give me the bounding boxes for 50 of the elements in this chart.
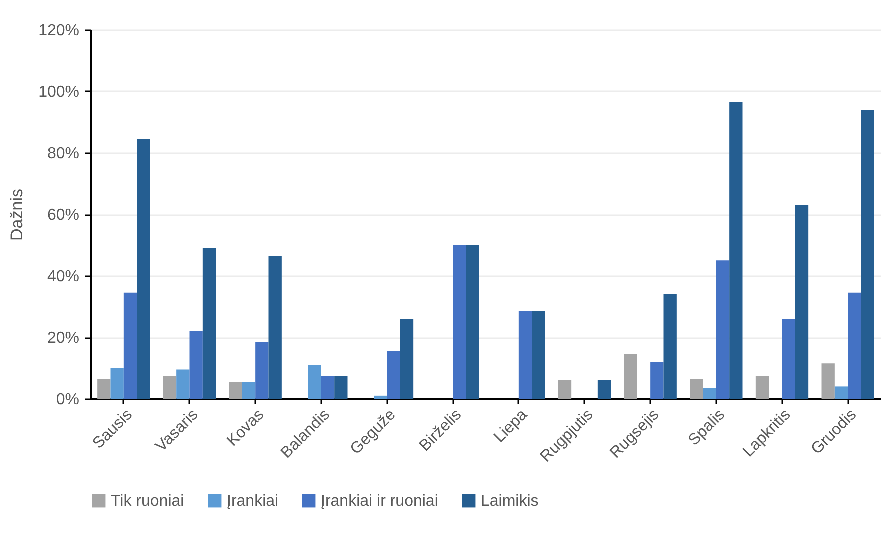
bar (163, 376, 177, 399)
bar (703, 388, 716, 399)
bar (598, 380, 612, 399)
bar (624, 354, 638, 399)
bar (532, 311, 546, 399)
bar (822, 364, 835, 399)
y-tick-label: 20% (47, 330, 80, 347)
bar (848, 292, 862, 399)
bar (176, 370, 190, 399)
bar (690, 379, 704, 399)
bar (202, 248, 216, 399)
bar (664, 294, 677, 399)
bar (400, 319, 414, 399)
bar (242, 382, 256, 399)
y-tick-label: 100% (38, 84, 80, 101)
bar (861, 110, 874, 399)
bar (756, 376, 770, 399)
bar (124, 292, 138, 399)
bar (387, 351, 400, 399)
bar (98, 379, 111, 399)
legend-label: Įrankiai (227, 493, 279, 510)
y-axis-title: Dažnis (8, 189, 27, 241)
bar (334, 376, 348, 399)
bar (834, 386, 848, 399)
legend-label: Įrankiai ir ruoniai (321, 493, 438, 510)
y-tick-label: 60% (47, 207, 80, 224)
bar (110, 368, 124, 399)
bar (518, 311, 532, 399)
y-tick-label: 40% (47, 268, 80, 286)
y-tick-label: 120% (38, 22, 80, 40)
bar (650, 362, 664, 399)
bar (190, 331, 203, 399)
bar (466, 245, 480, 399)
legend-label: Tik ruoniai (111, 493, 184, 510)
legend-label: Laimikis (481, 493, 539, 510)
bar (374, 396, 388, 399)
bar (782, 319, 796, 399)
y-tick-label: 80% (47, 146, 80, 162)
bar (453, 245, 466, 399)
bar (308, 365, 322, 399)
bar (558, 380, 572, 399)
bar (268, 256, 282, 399)
y-tick-label: 0% (56, 392, 80, 408)
bar (730, 102, 743, 399)
bar (256, 342, 269, 399)
bar (795, 205, 809, 399)
bar (321, 376, 335, 399)
bar (137, 139, 150, 399)
bar (229, 382, 242, 399)
bar (716, 260, 730, 399)
